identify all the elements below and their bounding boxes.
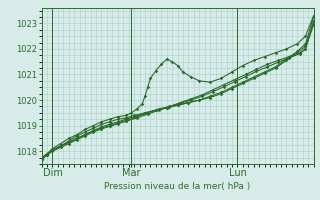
X-axis label: Pression niveau de la mer( hPa ): Pression niveau de la mer( hPa ) bbox=[104, 182, 251, 191]
